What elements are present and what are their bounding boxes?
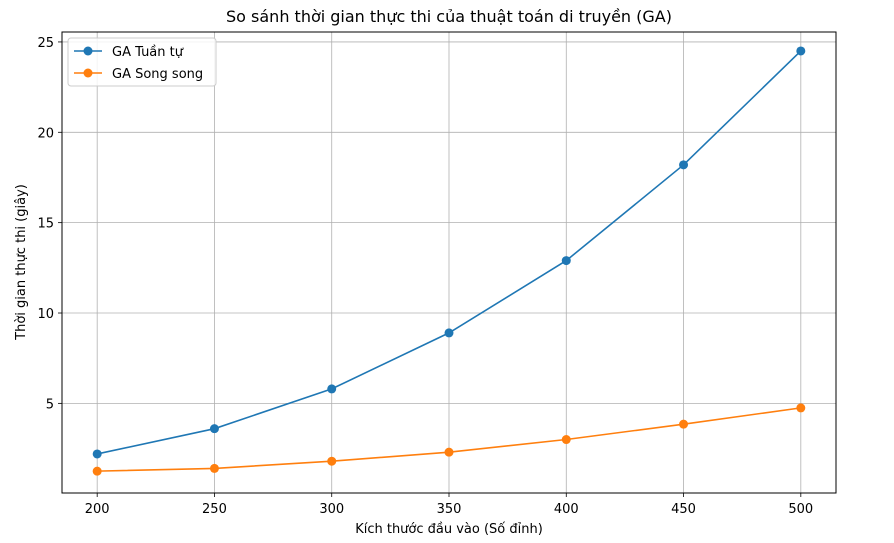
x-tick-label: 400 <box>554 502 579 517</box>
data-point-series-1 <box>92 466 102 476</box>
data-point-series-1 <box>444 447 454 457</box>
legend-marker-1 <box>83 68 93 78</box>
data-point-series-1 <box>796 403 806 413</box>
x-tick-label: 250 <box>202 502 227 517</box>
series-layer <box>92 46 806 476</box>
y-tick-label: 5 <box>46 397 54 412</box>
legend-box <box>67 37 217 87</box>
data-point-series-0 <box>209 424 219 434</box>
data-point-series-0 <box>796 46 806 56</box>
data-point-series-0 <box>679 160 689 170</box>
data-point-series-0 <box>561 256 571 266</box>
y-tick-label: 25 <box>37 36 54 51</box>
grid-lines <box>62 32 836 493</box>
data-point-series-1 <box>679 419 689 429</box>
chart-title: So sánh thời gian thực thi của thuật toá… <box>226 7 672 26</box>
data-point-series-1 <box>561 435 571 445</box>
data-point-series-1 <box>327 456 337 466</box>
x-tick-label: 200 <box>85 502 110 517</box>
x-tick-label: 450 <box>671 502 696 517</box>
y-tick-label: 15 <box>37 217 54 232</box>
data-point-series-0 <box>444 328 454 338</box>
legend-label-1: GA Song song <box>112 67 203 82</box>
data-point-series-1 <box>209 463 219 473</box>
legend: GA Tuần tự GA Song song <box>67 37 217 87</box>
legend-marker-0 <box>83 46 93 56</box>
y-tick-label: 20 <box>37 126 54 141</box>
x-tick-label: 350 <box>437 502 462 517</box>
y-tick-label: 10 <box>37 307 54 322</box>
y-axis-label: Thời gian thực thi (giây) <box>14 184 29 341</box>
x-tick-label: 500 <box>788 502 813 517</box>
legend-label-0: GA Tuần tự <box>112 45 184 60</box>
x-tick-label: 300 <box>319 502 344 517</box>
data-point-series-0 <box>92 449 102 459</box>
axis-ticks: 200 250 300 350 400 450 500 5 10 15 20 25 <box>37 36 813 517</box>
data-point-series-0 <box>327 384 337 394</box>
x-axis-label: Kích thước đầu vào (Số đỉnh) <box>355 522 543 537</box>
